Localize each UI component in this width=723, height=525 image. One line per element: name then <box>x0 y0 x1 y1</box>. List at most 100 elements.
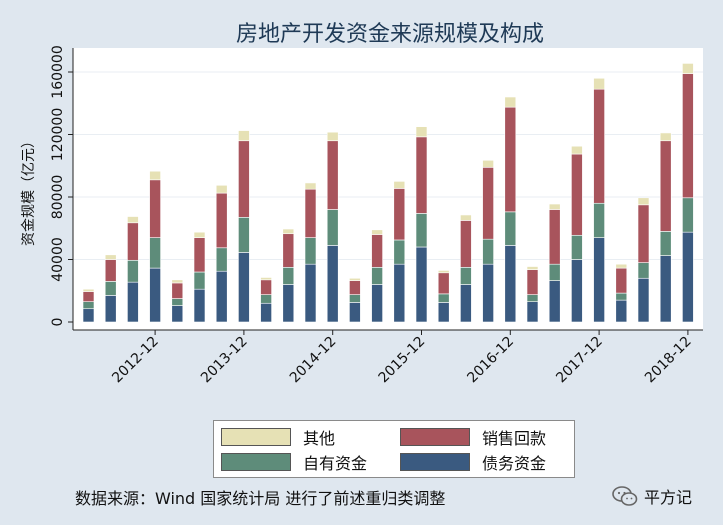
bar-segment <box>682 231 694 323</box>
bars <box>82 63 694 323</box>
bar-segment <box>504 96 517 108</box>
bar-segment <box>548 263 561 281</box>
bar-segment <box>104 254 117 260</box>
bar-segment <box>437 293 450 303</box>
bar-segment <box>659 231 672 256</box>
bar-segment <box>171 282 184 299</box>
bar-segment <box>371 284 383 323</box>
plot-area <box>73 48 703 330</box>
bar-segment <box>171 305 184 323</box>
bar-segment <box>437 272 450 295</box>
bar-segment <box>415 126 428 138</box>
bar-segment <box>193 237 206 273</box>
bar-segment <box>504 245 517 323</box>
y-tick-label: 0 <box>50 318 66 327</box>
bar-segment <box>149 179 161 238</box>
bar-segment <box>615 299 628 323</box>
legend-item-sales: 销售回款 <box>400 427 546 448</box>
bar-segment <box>349 280 361 295</box>
bar-segment <box>393 263 406 323</box>
bar-segment <box>82 308 95 323</box>
bar-segment <box>215 247 228 272</box>
legend: 其他 销售回款 自有资金 债务资金 <box>213 420 575 478</box>
bar-segment <box>659 132 672 142</box>
bar-segment <box>659 255 672 323</box>
legend-swatch-debt <box>400 453 470 471</box>
bar-segment <box>304 237 317 265</box>
bar-segment <box>615 263 628 269</box>
bar-segment <box>193 231 206 238</box>
bar-segment <box>349 277 361 281</box>
bar-segment <box>593 237 605 323</box>
bar-segment <box>571 234 583 260</box>
y-axis-title: 资金规模（亿元） <box>21 134 37 246</box>
legend-label-other: 其他 <box>303 429 336 448</box>
bar-segment <box>304 182 317 190</box>
bar-segment <box>304 188 317 238</box>
legend-swatch-own <box>221 453 291 471</box>
x-tick-label: 2018-12 <box>642 334 695 387</box>
bar-segment <box>127 281 139 323</box>
bar-segment <box>149 267 161 323</box>
wechat-logo <box>612 486 638 506</box>
bar-segment <box>460 220 472 268</box>
bar-segment <box>415 246 428 323</box>
bar-segment <box>215 192 228 249</box>
bar-segment <box>260 277 272 281</box>
x-tick-label: 2012-12 <box>109 334 162 387</box>
bar-segment <box>282 228 295 235</box>
bar-segment <box>104 295 117 323</box>
bar-segment <box>238 217 250 253</box>
bar-segment <box>682 197 694 233</box>
bar-segment <box>526 269 539 295</box>
bar-segment <box>282 233 295 268</box>
bar-segment <box>82 288 95 292</box>
bar-segment <box>482 263 494 323</box>
bar-segment <box>282 267 295 285</box>
bar-segment <box>127 222 139 261</box>
bar-segment <box>326 140 339 210</box>
bar-segment <box>504 106 517 213</box>
bar-segment <box>393 239 406 265</box>
source-note: 数据来源：Wind 国家统计局 进行了前述重归类调整 <box>75 489 446 508</box>
bar-segment <box>637 197 650 206</box>
y-tick-label: 120000 <box>50 108 66 161</box>
bar-segment <box>393 188 406 241</box>
bar-segment <box>326 131 339 142</box>
bar-segment <box>482 159 494 168</box>
bar-segment <box>482 167 494 240</box>
bar-segment <box>104 259 117 282</box>
bar-segment <box>149 170 161 181</box>
bar-segment <box>593 202 605 238</box>
bar-segment <box>637 262 650 279</box>
bar-segment <box>504 211 517 246</box>
chart-title: 房地产开发资金来源规模及构成 <box>236 22 544 47</box>
x-tick-label: 2017-12 <box>553 334 606 387</box>
legend-item-own: 自有资金 <box>221 452 367 473</box>
bar-segment <box>571 145 583 155</box>
bar-segment <box>260 279 272 295</box>
x-tick-label: 2014-12 <box>287 334 340 387</box>
bar-segment <box>615 292 628 301</box>
bar-segment <box>415 136 428 214</box>
bar-segment <box>82 291 95 302</box>
bar-segment <box>682 73 694 199</box>
bar-segment <box>282 284 295 323</box>
bar-segment <box>659 140 672 232</box>
bar-segment <box>215 270 228 323</box>
bar-segment <box>482 238 494 265</box>
bar-segment <box>526 266 539 270</box>
bar-segment <box>349 294 361 303</box>
bar-segment <box>460 284 472 323</box>
bar-segment <box>637 277 650 323</box>
bar-segment <box>637 204 650 263</box>
bar-segment <box>593 88 605 204</box>
bar-segment <box>238 140 250 218</box>
bar-segment <box>149 237 161 269</box>
bar-segment <box>238 130 250 142</box>
bar-segment <box>104 281 117 296</box>
bar-segment <box>171 279 184 284</box>
y-tick-label: 160000 <box>50 45 66 98</box>
legend-swatch-other <box>221 428 291 446</box>
bar-segment <box>215 184 228 194</box>
